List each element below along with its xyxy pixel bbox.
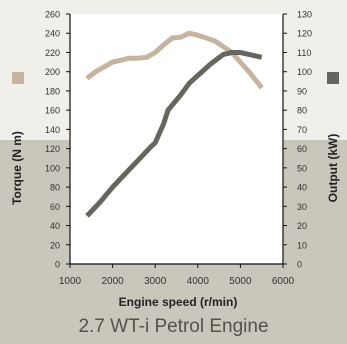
left-axis-label: Torque (N m) (10, 131, 24, 205)
left-tick-label: 180 (45, 86, 60, 96)
plot-area (70, 14, 283, 264)
x-tick-label: 3000 (144, 276, 167, 287)
left-tick-label: 120 (45, 144, 60, 154)
right-tick-label: 30 (297, 202, 307, 212)
right-tick-label: 50 (297, 163, 307, 173)
right-tick-label: 40 (297, 183, 307, 193)
torque-line (85, 30, 264, 90)
left-tick-label: 200 (45, 67, 60, 77)
torque-legend-swatch (12, 72, 24, 84)
x-tick-label: 2000 (101, 276, 124, 287)
right-tick-label: 80 (297, 106, 307, 116)
x-tick-label: 4000 (187, 276, 210, 287)
right-tick-label: 70 (297, 125, 307, 135)
series-group (85, 30, 264, 218)
left-tick-label: 0 (55, 260, 60, 270)
left-tick-label: 20 (50, 240, 60, 250)
right-tick-label: 110 (297, 48, 311, 58)
x-tick-label: 1000 (59, 276, 82, 287)
left-tick-label: 260 (45, 10, 60, 20)
left-tick-label: 140 (45, 125, 60, 135)
left-tick-label: 100 (45, 163, 60, 173)
x-axis-label: Engine speed (r/min) (119, 295, 238, 309)
engine-performance-chart: 1000 2000 3000 4000 5000 6000 020406080100120… (10, 10, 340, 310)
right-axis-ticks: 0 10 20 30 40 50 60 70 80 90 100 110 120 130 (283, 10, 312, 270)
right-tick-label: 130 (297, 10, 312, 20)
right-tick-label: 60 (297, 144, 307, 154)
chart-subtitle: 2.7 WT-i Petrol Engine (78, 316, 269, 337)
right-tick-label: 100 (297, 67, 312, 77)
output-line (85, 50, 263, 218)
left-tick-label: 220 (45, 48, 60, 58)
left-tick-label: 240 (45, 29, 60, 39)
x-tick-label: 5000 (229, 276, 252, 287)
left-tick-label: 160 (45, 106, 60, 116)
right-tick-label: 90 (297, 86, 307, 96)
right-axis-label: Output (kW) (326, 134, 340, 203)
right-tick-label: 10 (297, 240, 307, 250)
right-tick-label: 0 (297, 260, 302, 270)
left-tick-label: 60 (50, 202, 60, 212)
output-legend-swatch (327, 72, 339, 84)
right-tick-label: 120 (297, 29, 312, 39)
right-tick-label: 20 (297, 221, 307, 231)
left-axis-ticks: 0 20 40 60 80 100 120 140 160 180 200 220 240 260 (45, 10, 70, 270)
x-tick-label: 6000 (272, 276, 295, 287)
left-tick-label: 40 (50, 221, 60, 231)
x-axis-ticks: 1000 2000 3000 4000 5000 6000 (59, 264, 295, 287)
left-tick-label: 80 (50, 183, 60, 193)
